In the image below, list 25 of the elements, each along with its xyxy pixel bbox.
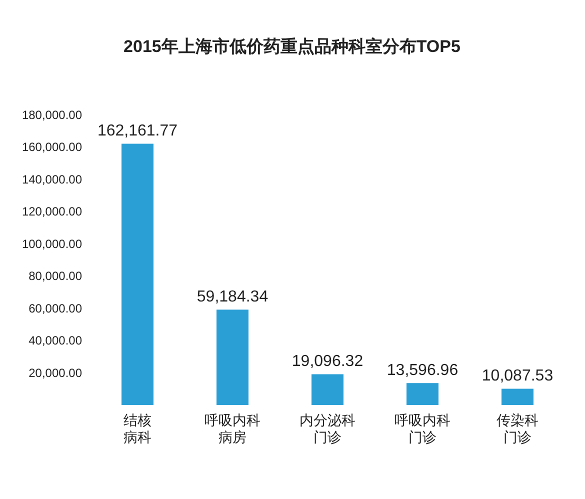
bar	[122, 144, 154, 405]
y-tick-label: 100,000.00	[22, 236, 82, 251]
bar	[312, 374, 344, 405]
y-tick-label: 160,000.00	[22, 140, 82, 154]
bar	[216, 310, 248, 405]
data-label: 10,087.53	[482, 368, 554, 385]
x-tick-label: 呼吸内科门诊	[394, 412, 450, 445]
data-label: 13,596.96	[386, 362, 458, 380]
y-tick-label: 80,000.00	[28, 269, 82, 284]
bar	[406, 383, 438, 405]
chart-title: 2015年上海市低价药重点品种科室分布TOP5	[124, 37, 460, 56]
y-tick-label: 140,000.00	[22, 172, 82, 186]
y-tick-label: 120,000.00	[22, 204, 82, 219]
y-tick-label: 40,000.00	[28, 334, 82, 348]
y-tick-label: 20,000.00	[28, 366, 82, 380]
x-tick-label: 传染科门诊	[496, 412, 538, 445]
data-label: 162,161.77	[97, 122, 178, 140]
data-label: 19,096.32	[292, 353, 364, 370]
x-tick-label: 内分泌科门诊	[300, 412, 356, 445]
x-tick-label: 结核病科	[124, 412, 152, 445]
y-tick-label: 60,000.00	[28, 301, 82, 316]
y-tick-label: 180,000.00	[22, 108, 82, 122]
bar	[502, 388, 534, 405]
data-label: 59,184.34	[196, 288, 268, 306]
x-tick-label: 呼吸内科病房	[204, 412, 260, 445]
